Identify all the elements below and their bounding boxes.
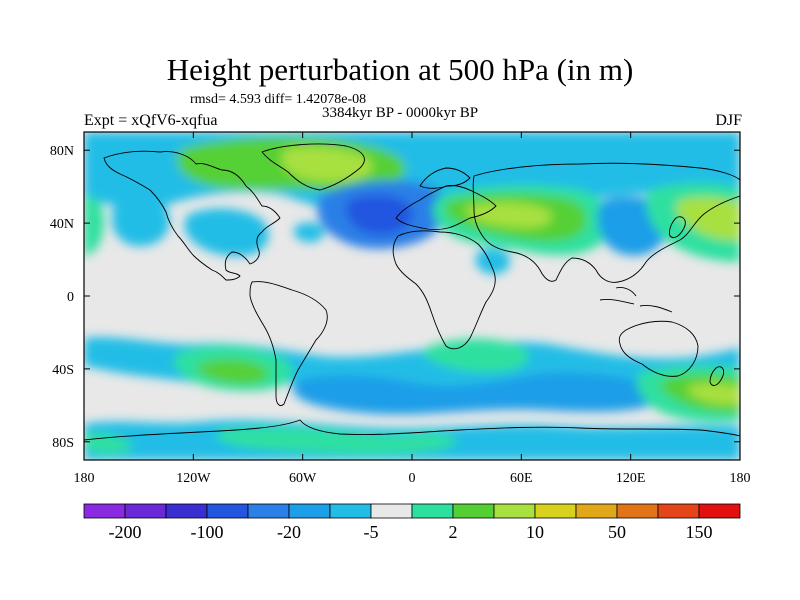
lon-tick-label: 120E xyxy=(616,471,646,486)
stats-line: rmsd= 4.593 diff= 1.42078e-08 xyxy=(190,92,367,107)
coast-new-zealand xyxy=(709,366,725,386)
contour-yellow-eurasia xyxy=(465,202,552,228)
coast-greenland xyxy=(261,143,365,191)
colorbar-swatch xyxy=(616,503,659,519)
lat-tick-label: 0 xyxy=(67,290,74,305)
lat-tick-label: 80S xyxy=(52,436,74,451)
lon-tick-label: 120W xyxy=(176,471,211,486)
contour-cyan-n-america xyxy=(184,208,269,257)
colorbar-swatch xyxy=(329,503,372,519)
colorbar-label: -200 xyxy=(109,522,142,542)
colorbar-label: 150 xyxy=(686,522,713,542)
lon-tick-label: 180 xyxy=(730,471,751,486)
colorbar-swatch xyxy=(534,503,577,519)
colorbar-swatch xyxy=(165,503,208,519)
lon-tick-label: 60W xyxy=(289,471,317,486)
contour-green-w-edge xyxy=(84,195,104,256)
colorbar-swatch xyxy=(452,503,495,519)
colorbar: -200 -100 -20 -5 2 10 50 150 xyxy=(83,503,741,542)
axis-ticks xyxy=(83,132,741,460)
colorbar-swatch xyxy=(124,503,167,519)
coast-japan xyxy=(669,216,686,239)
lat-tick-label: 80N xyxy=(50,144,74,159)
coast-south-america xyxy=(249,281,328,407)
colorbar-swatch xyxy=(698,503,741,519)
lat-tick-label: 40S xyxy=(52,363,74,378)
colorbar-swatch xyxy=(411,503,454,519)
experiment-label: Expt = xQfV6-xqfua xyxy=(84,112,218,129)
contour-cyan-atlantic-blob xyxy=(293,222,325,243)
map-plot-area xyxy=(84,132,740,460)
lon-tick-label: 0 xyxy=(409,471,416,486)
contour-blue-southern-ocean xyxy=(292,372,666,415)
coast-scandinavia xyxy=(419,167,471,189)
colorbar-swatch xyxy=(206,503,249,519)
contour-yellow-se-pacific xyxy=(687,382,740,405)
colorbar-label: -100 xyxy=(191,522,224,542)
contour-green-s-indian xyxy=(423,338,529,373)
colorbar-label: 10 xyxy=(526,522,544,542)
coastlines xyxy=(84,143,740,441)
lon-tick-label: 180 xyxy=(74,471,95,486)
colorbar-swatch xyxy=(657,503,700,519)
contour-cyan-e-pacific xyxy=(112,194,170,247)
colorbar-swatch xyxy=(493,503,536,519)
contour-green-antarctic xyxy=(84,427,457,455)
contour-cyan-arabia xyxy=(475,248,511,275)
colorbar-label: 50 xyxy=(608,522,626,542)
contour-lime-s-pacific xyxy=(197,359,269,384)
coast-asia xyxy=(472,162,740,283)
season-label: DJF xyxy=(715,112,742,129)
colorbar-label: -5 xyxy=(364,522,379,542)
axis-labels: 80N 40N 0 40S 80S 180 120W 60W 0 60E 120E 180 xyxy=(50,144,751,486)
coast-africa xyxy=(392,230,496,350)
colorbar-swatch xyxy=(370,503,413,519)
colorbar-swatch xyxy=(247,503,290,519)
coast-australia xyxy=(618,320,699,377)
contour-yellow-n-pacific xyxy=(675,197,740,241)
period-label: 3384kyr BP - 0000kyr BP xyxy=(322,105,479,121)
coast-north-america xyxy=(103,150,281,281)
coast-indonesia xyxy=(599,287,673,313)
colorbar-swatch xyxy=(83,503,126,519)
colorbar-swatch xyxy=(575,503,618,519)
coast-europe xyxy=(395,185,497,230)
contour-yellow-greenland xyxy=(281,146,373,182)
coast-antarctica xyxy=(84,419,740,441)
colorbar-swatch xyxy=(288,503,331,519)
lat-tick-label: 40N xyxy=(50,217,74,232)
chart-title: Height perturbation at 500 hPa (in m) xyxy=(166,52,634,87)
lon-tick-label: 60E xyxy=(510,471,533,486)
colorbar-label: -20 xyxy=(277,522,301,542)
colorbar-label: 2 xyxy=(449,522,458,542)
contour-darkblue-n-atlantic xyxy=(346,195,413,235)
